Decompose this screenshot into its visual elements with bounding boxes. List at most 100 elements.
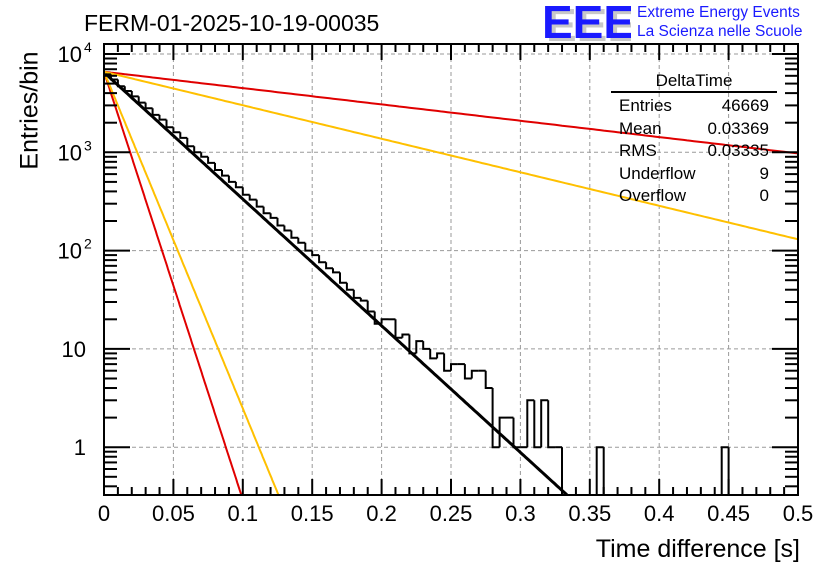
curve-yellow-slow	[103, 70, 799, 241]
histogram-bin	[241, 187, 250, 196]
x-tick-label: 0.3	[505, 501, 536, 526]
stats-row-entries: Entries 46669	[611, 95, 777, 118]
grid-lines	[104, 44, 798, 495]
histogram-bin	[450, 363, 458, 371]
x-tick-label: 0.45	[707, 501, 750, 526]
x-tick-label: 0.4	[644, 501, 675, 526]
histogram-bin	[484, 370, 493, 389]
stats-row-underflow: Underflow 9	[611, 163, 777, 186]
histogram-bin	[345, 282, 354, 291]
histogram-bin	[116, 79, 125, 88]
histogram-bin	[547, 400, 556, 449]
x-tick-label: 0.25	[430, 501, 473, 526]
eee-logo-icon: EEE EEE	[542, 2, 631, 42]
x-tick-label: 0.5	[783, 501, 814, 526]
x-tick-label: 0.1	[228, 501, 259, 526]
histogram-bin	[359, 297, 368, 302]
histogram-bin	[123, 86, 132, 92]
histogram-bin	[380, 318, 389, 324]
histogram-bin	[200, 152, 209, 158]
logo-mark: EEE	[542, 2, 631, 42]
histogram-bin	[227, 175, 236, 183]
y-tick-exponent: 3	[84, 137, 92, 153]
x-tick-label: 0	[98, 501, 110, 526]
histogram-bin	[207, 156, 215, 164]
histogram-bin	[290, 230, 299, 239]
y-tick-exponent: 4	[84, 39, 92, 55]
histogram-bin	[214, 162, 222, 171]
histogram-bin	[533, 400, 542, 449]
histogram-bin	[422, 341, 431, 350]
fit-curves	[102, 70, 799, 497]
y-tick-label: 10	[58, 239, 82, 264]
histogram-bin	[276, 217, 285, 227]
curve-fit	[102, 71, 569, 497]
histogram-bin	[512, 417, 521, 449]
histogram-bin	[401, 333, 410, 338]
stats-label: Overflow	[619, 186, 687, 206]
curve-red-fast	[103, 71, 243, 496]
histogram-bin	[103, 73, 111, 495]
y-tick-label: 10	[58, 42, 82, 67]
stats-row-mean: Mean 0.03369	[611, 118, 777, 141]
histogram-bin	[186, 137, 195, 148]
x-tick-label: 0.05	[152, 501, 195, 526]
histogram-bin	[408, 334, 417, 355]
x-tick-label: 0.15	[291, 501, 334, 526]
histogram-bin	[172, 127, 181, 134]
histogram-bin	[602, 447, 611, 496]
stats-row-rms: RMS 0.03335	[611, 140, 777, 163]
x-axis-ticks: 0 0.05 0.1 0.15 0.2 0.25 0.3 0.35 0.4 0.45 0.5	[98, 44, 813, 526]
histogram-bin	[415, 340, 424, 354]
y-tick-label: 10	[58, 140, 82, 165]
stats-value: 9	[759, 163, 769, 183]
curve-red-slow	[103, 70, 799, 155]
histogram-bin	[436, 352, 445, 359]
histogram-bin	[262, 206, 271, 215]
histogram-bin	[269, 213, 278, 219]
stats-label: RMS	[619, 141, 657, 161]
histogram-bin	[463, 364, 472, 380]
histogram-bin	[339, 272, 347, 284]
logo-line1: Extreme Energy Events	[637, 4, 800, 21]
histogram-bin	[394, 319, 403, 339]
histogram-bin	[352, 289, 361, 299]
histogram-bin	[373, 311, 382, 325]
stats-row-overflow: Overflow 0	[611, 185, 777, 208]
histogram-bin	[325, 262, 333, 270]
histogram-bin	[332, 268, 340, 274]
stats-value: 46669	[721, 96, 769, 115]
histogram-bin	[443, 353, 451, 372]
histogram-bin	[221, 170, 229, 177]
stats-label: Mean	[619, 118, 662, 138]
stats-value: 0.03335	[707, 141, 769, 161]
histogram-bin	[526, 399, 535, 448]
y-axis-label: Entries/bin	[15, 51, 44, 170]
histogram-bin	[366, 300, 375, 313]
histogram-bin	[540, 399, 549, 448]
x-tick-label: 0.35	[568, 501, 611, 526]
histogram-bin	[151, 108, 160, 116]
histogram-bin	[720, 446, 729, 495]
histogram-bin	[491, 388, 500, 449]
y-tick-exponent: 2	[84, 236, 92, 252]
stats-label: Entries	[619, 96, 672, 115]
histogram-bin	[234, 181, 243, 189]
histogram-bin	[144, 102, 153, 110]
stats-value: 0.03369	[707, 118, 769, 138]
histogram-bin	[727, 447, 736, 496]
stats-label: Underflow	[619, 163, 696, 183]
histogram-bin	[165, 119, 174, 129]
chart-title: FERM-01-2025-10-19-00035	[84, 10, 380, 36]
histogram-bin	[283, 225, 292, 232]
histogram-bin	[318, 255, 327, 264]
x-tick-label: 0.2	[366, 501, 397, 526]
histogram-bin	[561, 447, 569, 496]
logo-line2: La Scienza nelle Scuole	[637, 23, 803, 40]
y-tick-label: 10	[62, 337, 86, 362]
histogram-bin	[429, 348, 438, 360]
histogram-bin	[470, 369, 479, 379]
histogram-bin	[255, 199, 264, 208]
